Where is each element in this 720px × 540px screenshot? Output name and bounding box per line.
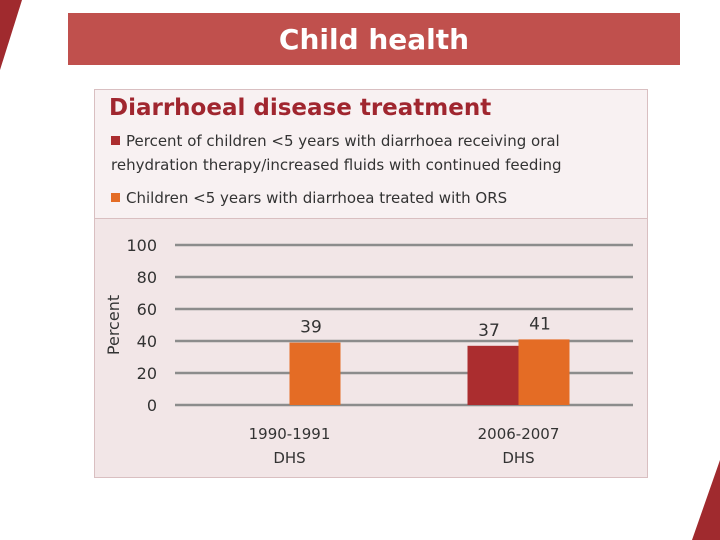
y-tick-label: 0 — [147, 396, 157, 415]
y-tick-label: 100 — [126, 236, 157, 255]
chart-title: Diarrhoeal disease treatment — [109, 95, 492, 121]
data-label: 39 — [300, 318, 322, 338]
chart-panel: Diarrhoeal disease treatment Percent of … — [94, 89, 648, 478]
bar — [289, 342, 341, 405]
data-label: 41 — [529, 314, 551, 334]
corner-decoration-top-left — [0, 0, 22, 70]
y-tick-label: 40 — [137, 332, 157, 351]
chart-plot: 0 20 40 60 80 100 Percent 39 1990-1991 DHS 37 41 200… — [104, 236, 633, 467]
x-category-label: DHS — [502, 449, 534, 467]
bar — [467, 345, 519, 405]
legend-item-ort: Percent of children <5 years with diarrh… — [111, 129, 631, 177]
slide-title: Child health — [68, 13, 680, 65]
chart-legend: Diarrhoeal disease treatment Percent of … — [95, 90, 647, 219]
corner-decoration-bottom-right — [692, 460, 720, 540]
legend-swatch-ors — [111, 193, 120, 202]
y-tick-label: 80 — [137, 268, 157, 287]
bar — [518, 339, 570, 405]
data-label: 37 — [478, 321, 500, 341]
legend-label-ors: Children <5 years with diarrhoea treated… — [126, 189, 508, 207]
y-axis-label: Percent — [104, 295, 123, 355]
x-category-label: 2006-2007 — [478, 425, 560, 443]
y-tick-label: 20 — [137, 364, 157, 383]
x-category-label: 1990-1991 — [249, 425, 331, 443]
y-tick-label: 60 — [137, 300, 157, 319]
legend-swatch-ort — [111, 136, 120, 145]
legend-item-ors: Children <5 years with diarrhoea treated… — [111, 186, 631, 210]
legend-label-ort: Percent of children <5 years with diarrh… — [111, 132, 562, 174]
x-category-label: DHS — [273, 449, 305, 467]
